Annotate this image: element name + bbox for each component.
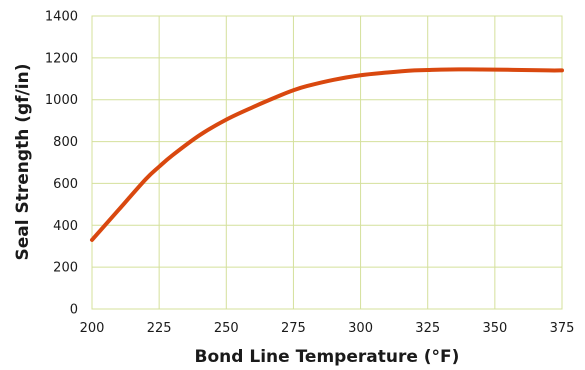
x-tick-label: 350 bbox=[482, 321, 507, 336]
y-axis-ticks: 0 200 400 600 800 1000 1200 1400 bbox=[45, 10, 78, 318]
x-tick-label: 300 bbox=[348, 321, 373, 336]
plot-area bbox=[91, 15, 563, 310]
y-tick-label: 200 bbox=[53, 261, 78, 276]
y-tick-label: 1400 bbox=[45, 10, 78, 25]
y-tick-label: 400 bbox=[53, 219, 78, 234]
x-tick-label: 225 bbox=[147, 321, 172, 336]
y-tick-label: 600 bbox=[53, 177, 78, 192]
y-tick-label: 800 bbox=[53, 135, 78, 150]
x-tick-label: 250 bbox=[214, 321, 239, 336]
grid-lines bbox=[91, 15, 563, 310]
y-tick-label: 1000 bbox=[45, 93, 78, 108]
x-axis-ticks: 200 225 250 275 300 325 350 375 bbox=[80, 321, 575, 336]
y-axis-title: Seal Strength (gf/in) bbox=[13, 64, 33, 261]
series-line bbox=[90, 67, 564, 242]
y-tick-label: 1200 bbox=[45, 51, 78, 66]
x-tick-label: 325 bbox=[415, 321, 440, 336]
y-tick-label: 0 bbox=[70, 303, 78, 318]
series-group bbox=[90, 67, 564, 242]
plot-border bbox=[91, 15, 563, 310]
x-tick-label: 200 bbox=[80, 321, 105, 336]
x-axis-title: Bond Line Temperature (°F) bbox=[195, 347, 460, 367]
x-tick-label: 375 bbox=[550, 321, 575, 336]
x-tick-label: 275 bbox=[281, 321, 306, 336]
